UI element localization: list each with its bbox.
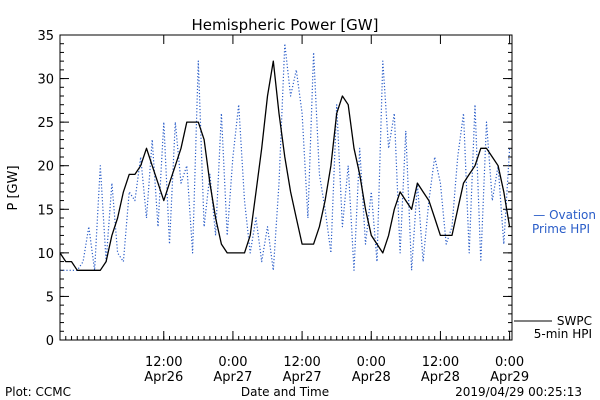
x-ticks: 12:00Apr260:00Apr2712:00Apr270:00Apr2812… (59, 35, 529, 385)
x-axis-label: Date and Time (241, 385, 329, 399)
footer-plot-credit: Plot: CCMC (5, 385, 71, 399)
y-tick-label: 20 (37, 160, 54, 175)
legend-ovation-line1: — Ovation (533, 208, 596, 222)
x-tick-time-label: 12:00 (145, 355, 182, 370)
x-tick-date-label: Apr27 (283, 370, 322, 385)
y-tick-label: 30 (37, 73, 54, 88)
y-tick-label: 0 (46, 334, 54, 349)
swpc-hpi-line (59, 60, 511, 271)
legend-swpc-line1: SWPC (557, 314, 592, 328)
y-tick-label: 10 (37, 247, 54, 262)
y-tick-label: 25 (37, 116, 54, 131)
legend-ovation-line2: Prime HPI (532, 222, 590, 236)
x-tick-time-label: 0:00 (218, 355, 247, 370)
x-tick-time-label: 12:00 (422, 355, 459, 370)
ovation-prime-hpi-line (60, 43, 511, 271)
x-tick-date-label: Apr28 (421, 370, 460, 385)
x-tick-time-label: 0:00 (495, 355, 524, 370)
x-tick-date-label: Apr29 (490, 370, 529, 385)
y-axis-label: P [GW] (6, 165, 21, 210)
y-tick-label: 35 (37, 29, 54, 44)
plot-frame (59, 34, 513, 341)
x-tick-time-label: 0:00 (357, 355, 386, 370)
x-tick-date-label: Apr28 (352, 370, 391, 385)
legend: — Ovation Prime HPI SWPC 5-min HPI (514, 208, 596, 341)
footer-timestamp: 2019/04/29 00:25:13 (455, 385, 582, 399)
y-ticks: 0 5 10 15 20 25 30 35 (37, 29, 512, 349)
x-tick-time-label: 12:00 (283, 355, 320, 370)
x-tick-date-label: Apr27 (213, 370, 252, 385)
chart-title: Hemispheric Power [GW] (192, 16, 379, 34)
legend-swpc-line2: 5-min HPI (534, 327, 592, 341)
x-tick-date-label: Apr26 (144, 370, 183, 385)
series-lines (59, 43, 511, 271)
y-tick-label: 15 (37, 203, 54, 218)
y-tick-label: 5 (46, 290, 54, 305)
